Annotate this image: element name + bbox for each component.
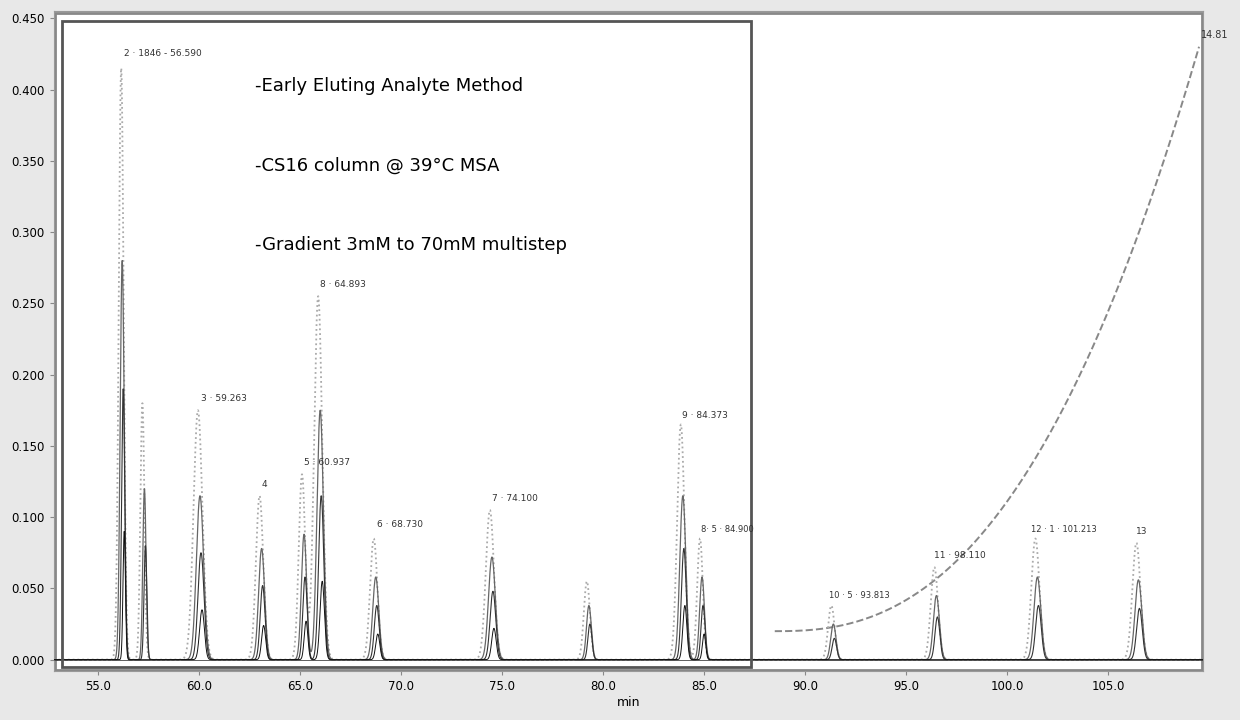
Text: -Early Eluting Analyte Method: -Early Eluting Analyte Method [254,77,523,95]
Text: 2 · 1846 - 56.590: 2 · 1846 - 56.590 [124,49,202,58]
Text: 14.81: 14.81 [1202,30,1229,40]
Text: 10 · 5 · 93.813: 10 · 5 · 93.813 [830,591,890,600]
Text: 4: 4 [262,480,268,489]
X-axis label: min: min [616,696,640,709]
Text: -CS16 column @ 39°C MSA: -CS16 column @ 39°C MSA [254,156,500,174]
Text: -Gradient 3mM to 70mM multistep: -Gradient 3mM to 70mM multistep [254,235,567,253]
Text: 5 · 60.937: 5 · 60.937 [304,458,350,467]
Text: 8 · 64.893: 8 · 64.893 [320,280,366,289]
Text: 6 · 68.730: 6 · 68.730 [377,520,423,528]
Text: 13: 13 [1136,526,1148,536]
Bar [62,21,750,667]
Text: 7 · 74.100: 7 · 74.100 [492,494,538,503]
Text: 8· 5 · 84.900: 8· 5 · 84.900 [701,526,754,534]
Text: 12 · 1 · 101.213: 12 · 1 · 101.213 [1032,526,1097,534]
Text: 3 · 59.263: 3 · 59.263 [201,394,247,403]
Text: 9 · 84.373: 9 · 84.373 [682,411,728,420]
Text: 11 · 98.110: 11 · 98.110 [935,551,986,560]
